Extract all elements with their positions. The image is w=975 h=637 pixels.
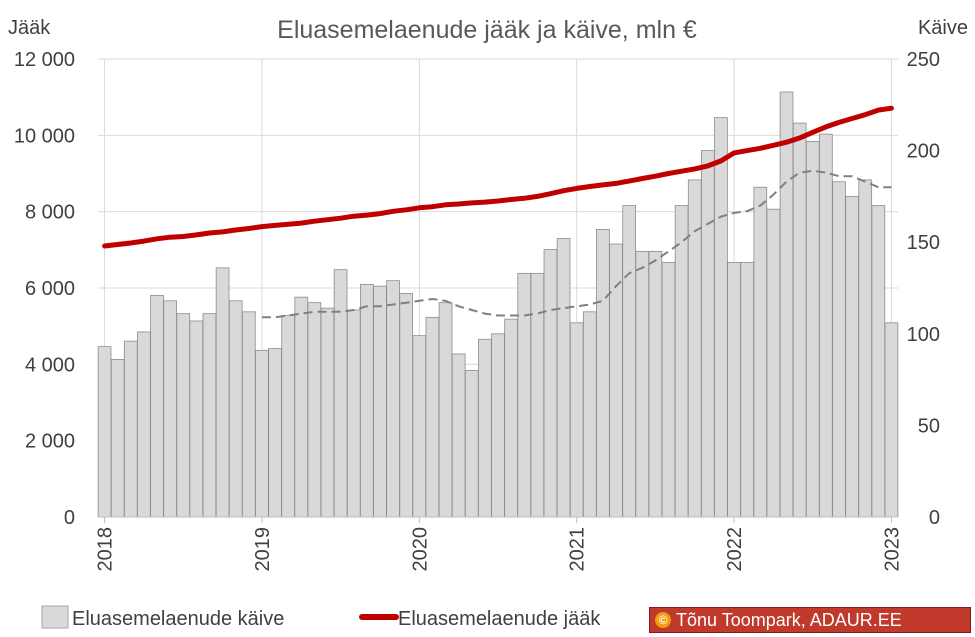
bar	[753, 186, 768, 518]
bar	[386, 280, 400, 518]
bar	[438, 302, 453, 518]
x-tick-label: 2020	[409, 527, 431, 572]
bar	[884, 322, 899, 518]
bar	[766, 208, 781, 518]
legend: Eluasemelaenude käive Eluasemelaenude jä…	[41, 605, 601, 630]
bar-series	[97, 91, 899, 518]
right-tick-label: 0	[929, 507, 940, 529]
x-tick-label: 2022	[724, 527, 746, 572]
bar	[569, 322, 584, 518]
bar	[268, 348, 282, 518]
bar	[451, 353, 466, 518]
bar	[399, 293, 414, 518]
right-tick-label: 250	[907, 49, 940, 71]
bar	[504, 318, 518, 518]
legend-label-bars: Eluasemelaenude käive	[72, 608, 284, 630]
bar	[661, 261, 676, 518]
bar	[805, 141, 820, 518]
bar	[163, 300, 177, 518]
left-axis-title: Jääk	[8, 17, 51, 39]
bar	[819, 133, 833, 518]
bar	[832, 181, 846, 518]
bar	[714, 117, 728, 518]
bar	[648, 250, 663, 518]
trend-line	[261, 169, 892, 319]
chart-title: Eluasemelaenude jääk ja käive, mln €	[277, 16, 697, 44]
bar	[858, 179, 873, 518]
bar	[255, 349, 269, 518]
right-axis-title: Käive	[918, 17, 968, 39]
bar	[425, 316, 440, 518]
bar	[582, 311, 597, 518]
bar	[491, 333, 505, 518]
bar	[320, 307, 335, 518]
bar	[556, 238, 571, 518]
left-tick-label: 12 000	[14, 49, 75, 71]
bar	[373, 285, 387, 518]
bar	[543, 249, 558, 518]
bar	[635, 250, 650, 518]
x-tick-label: 2021	[567, 527, 589, 572]
bar	[281, 315, 295, 518]
right-tick-label: 50	[918, 415, 940, 437]
right-tick-label: 150	[907, 232, 940, 254]
left-tick-label: 4 000	[25, 354, 75, 376]
x-tick-label: 2023	[881, 527, 903, 572]
bar	[215, 267, 230, 518]
bar	[517, 272, 532, 518]
copyright-text: Tõnu Toompark, ADAUR.EE	[676, 609, 902, 630]
bar	[596, 228, 610, 518]
bar	[346, 309, 361, 518]
bar	[228, 300, 243, 518]
x-tick-label: 2018	[95, 527, 117, 572]
bar	[294, 296, 309, 518]
left-tick-label: 6 000	[25, 278, 75, 300]
bar	[674, 205, 689, 518]
bar	[478, 338, 492, 518]
bar	[189, 320, 204, 518]
bar	[779, 91, 794, 518]
bar	[412, 335, 427, 518]
copyright-icon: ©	[655, 612, 671, 628]
bar	[740, 261, 755, 518]
balance-line	[102, 105, 894, 249]
bar	[622, 205, 636, 518]
bar	[727, 261, 741, 518]
bar	[701, 150, 715, 518]
right-tick-label: 100	[907, 324, 940, 346]
bar	[176, 313, 191, 518]
bar	[307, 302, 322, 518]
line-series	[102, 105, 894, 319]
left-tick-label: 10 000	[14, 125, 75, 147]
bar	[464, 370, 479, 518]
bar	[110, 359, 125, 518]
bar	[333, 269, 348, 518]
left-tick-label: 8 000	[25, 202, 75, 224]
bar	[123, 340, 138, 518]
axes: 0 2 000 4 000 6 000 8 000 10 000 12 000 0 50 100 1…	[14, 49, 940, 572]
bar	[871, 205, 886, 518]
bar	[530, 272, 545, 518]
bar	[792, 122, 807, 518]
bar	[97, 346, 112, 518]
right-tick-label: 200	[907, 141, 940, 163]
x-tick-label: 2019	[252, 527, 274, 572]
copyright-badge: © Tõnu Toompark, ADAUR.EE	[649, 607, 971, 633]
bar	[202, 313, 217, 518]
bar	[150, 294, 164, 518]
left-tick-label: 0	[64, 507, 75, 529]
left-tick-label: 2 000	[25, 431, 75, 453]
bar	[137, 331, 151, 518]
bar	[845, 195, 859, 518]
bar	[360, 283, 374, 518]
bar	[241, 311, 256, 518]
legend-label-line: Eluasemelaenude jääk	[398, 608, 601, 630]
legend-swatch-bars	[41, 605, 69, 629]
